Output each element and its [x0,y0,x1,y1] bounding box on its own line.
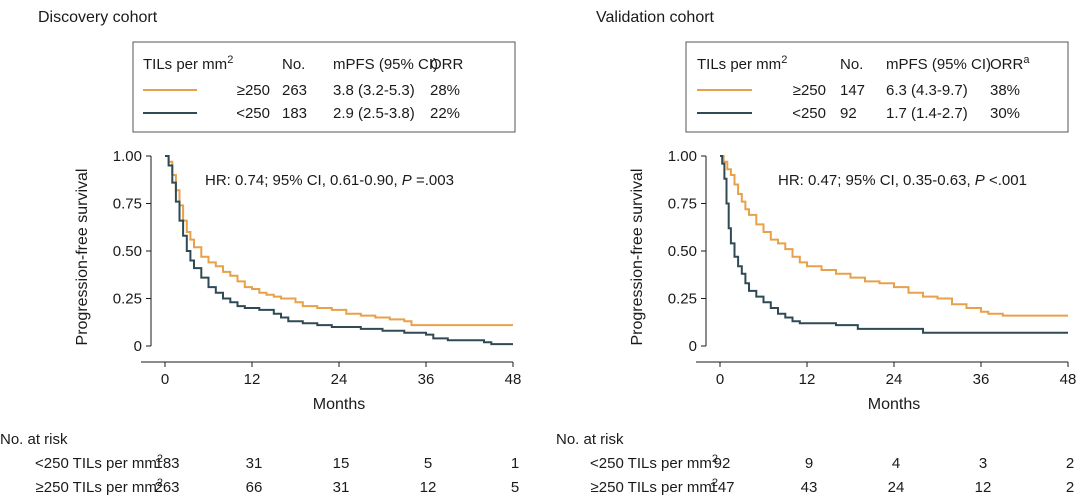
risk-value: 3 [979,455,987,472]
risk-row-label: <250 TILs per mm2 [35,453,163,472]
x-tick-label: 24 [886,371,903,388]
risk-value: 31 [333,479,350,496]
y-tick-label: 0 [134,338,142,355]
y-tick-label: 1.00 [668,148,697,165]
risk-value: 183 [154,455,179,472]
x-axis-label: Months [868,396,920,413]
km-curve-high [720,155,1068,317]
hr-annotation: HR: 0.74; 95% CI, 0.61-0.90, P =.003 [205,172,454,189]
legend-header-tils: TILs per mm2 [697,54,787,73]
legend-header-mpfs: mPFS (95% CI) [333,56,438,73]
legend-no: 147 [840,82,865,99]
legend-box [132,41,516,133]
risk-value: 147 [709,479,734,496]
y-tick-label: 0.50 [668,243,697,260]
risk-value: 12 [975,479,992,496]
risk-value: 66 [246,479,263,496]
y-tick-label: 1.00 [113,148,142,165]
x-tick-label: 0 [716,371,724,388]
legend-header-tils: TILs per mm2 [143,54,233,73]
km-curve-low [720,155,1068,334]
legend-label: <250 [792,105,826,122]
x-tick-label: 0 [161,371,169,388]
risk-row-label: <250 TILs per mm2 [590,453,718,472]
y-axis-label: Progression-free survival [629,169,646,346]
km-curve-low [165,155,513,346]
legend-no: 263 [282,82,307,99]
chart-title: Validation cohort [596,9,715,26]
x-tick-label: 48 [505,371,522,388]
risk-value: 5 [424,455,432,472]
hr-annotation: HR: 0.47; 95% CI, 0.35-0.63, P <.001 [778,172,1027,189]
risk-row-label: ≥250 TILs per mm2 [36,477,163,496]
legend-header-no: No. [282,56,305,73]
y-tick-label: 0.25 [113,291,142,308]
risk-value: 43 [801,479,818,496]
legend-header-mpfs: mPFS (95% CI) [886,56,991,73]
risk-value: 31 [246,455,263,472]
risk-value: 9 [805,455,813,472]
chart-title: Discovery cohort [38,9,158,26]
risk-value: 12 [420,479,437,496]
risk-table-title: No. at risk [0,431,68,448]
legend-mpfs: 1.7 (1.4-2.7) [886,105,968,122]
risk-value: 2 [1066,479,1074,496]
legend-label: <250 [236,105,270,122]
risk-value: 92 [714,455,731,472]
risk-table-title: No. at risk [556,431,624,448]
risk-value: 24 [888,479,905,496]
legend-mpfs: 3.8 (3.2-5.3) [333,82,415,99]
risk-value: 5 [511,479,519,496]
risk-row-label: ≥250 TILs per mm2 [591,477,718,496]
x-tick-label: 24 [331,371,348,388]
risk-value: 4 [892,455,900,472]
legend-orr: 22% [430,105,460,122]
risk-value: 1 [511,455,519,472]
panel-discovery: Discovery cohort TILs per mm2 No. mPFS (95%… [0,9,521,496]
legend-label: ≥250 [793,82,826,99]
x-tick-label: 36 [973,371,990,388]
legend-header-no: No. [840,56,863,73]
legend-no: 92 [840,105,857,122]
panel-validation: Validation cohort TILs per mm2 No. mPFS (95… [556,9,1076,496]
legend-header-orr: ORRa [990,54,1030,73]
x-tick-label: 12 [799,371,816,388]
y-tick-label: 0.50 [113,243,142,260]
legend-box [685,41,1069,133]
x-axis-label: Months [313,396,365,413]
y-tick-label: 0.25 [668,291,697,308]
legend-no: 183 [282,105,307,122]
x-tick-label: 12 [244,371,261,388]
legend-header-orr: ORR [430,56,464,73]
legend-label: ≥250 [237,82,270,99]
legend-mpfs: 2.9 (2.5-3.8) [333,105,415,122]
x-tick-label: 48 [1060,371,1077,388]
y-tick-label: 0.75 [668,196,697,213]
legend-orr: 30% [990,105,1020,122]
legend-orr: 28% [430,82,460,99]
risk-value: 2 [1066,455,1074,472]
risk-value: 15 [333,455,350,472]
y-tick-label: 0.75 [113,196,142,213]
legend-orr: 38% [990,82,1020,99]
x-tick-label: 36 [418,371,435,388]
y-axis-label: Progression-free survival [74,169,91,346]
risk-value: 263 [154,479,179,496]
legend-mpfs: 6.3 (4.3-9.7) [886,82,968,99]
y-tick-label: 0 [689,338,697,355]
